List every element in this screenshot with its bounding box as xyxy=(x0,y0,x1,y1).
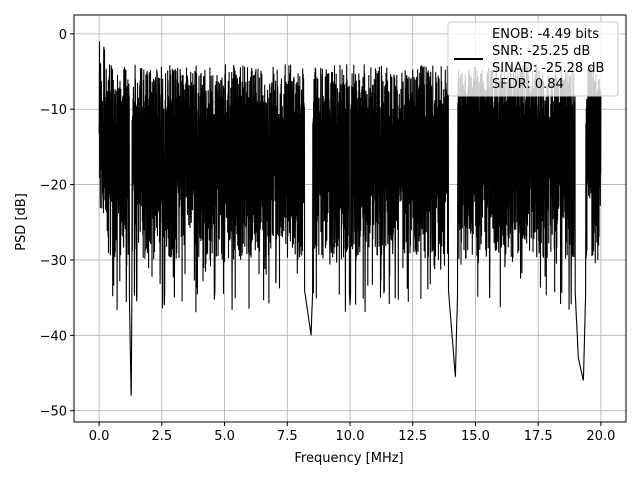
legend-box xyxy=(447,21,619,97)
y-axis-label: PSD [dB] xyxy=(14,193,29,251)
x-tick-label-8: 20.0 xyxy=(586,429,615,444)
x-axis-label: Frequency [MHz] xyxy=(294,451,403,466)
y-tick-label-1: −10 xyxy=(40,103,67,118)
x-tick-label-4: 10.0 xyxy=(336,429,365,444)
y-tick-label-3: −30 xyxy=(40,254,67,269)
x-tick-label-2: 5.0 xyxy=(214,429,235,444)
x-tick-label-3: 7.5 xyxy=(277,429,298,444)
y-tick-label-5: −50 xyxy=(40,405,67,420)
y-tick-label-0: 0 xyxy=(59,28,67,43)
legend-enob: ENOB: -4.49 bits xyxy=(492,27,599,42)
axes: 0.0 2.5 5.0 7.5 10.0 12.5 15.0 17.5 20.0 0 −10 −20 −… xyxy=(40,14,627,444)
y-tick-label-4: −40 xyxy=(40,329,67,344)
legend-sfdr: SFDR: 0.84 xyxy=(492,77,564,92)
x-tick-label-5: 12.5 xyxy=(398,429,427,444)
x-tick-label-1: 2.5 xyxy=(151,429,172,444)
x-tick-label-7: 17.5 xyxy=(524,429,553,444)
y-tick-label-2: −20 xyxy=(40,179,67,194)
x-tick-label-6: 15.0 xyxy=(461,429,490,444)
legend: ENOB: -4.49 bits SNR: -25.25 dB SINAD: -… xyxy=(447,21,619,97)
legend-snr: SNR: -25.25 dB xyxy=(492,44,590,59)
legend-sinad: SINAD: -25.28 dB xyxy=(492,61,604,76)
x-tick-label-0: 0.0 xyxy=(89,429,110,444)
